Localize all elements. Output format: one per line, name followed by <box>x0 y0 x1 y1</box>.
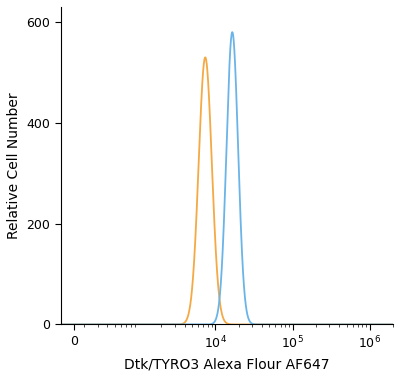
X-axis label: Dtk/TYRO3 Alexa Flour AF647: Dtk/TYRO3 Alexa Flour AF647 <box>124 357 330 371</box>
Y-axis label: Relative Cell Number: Relative Cell Number <box>7 92 21 239</box>
